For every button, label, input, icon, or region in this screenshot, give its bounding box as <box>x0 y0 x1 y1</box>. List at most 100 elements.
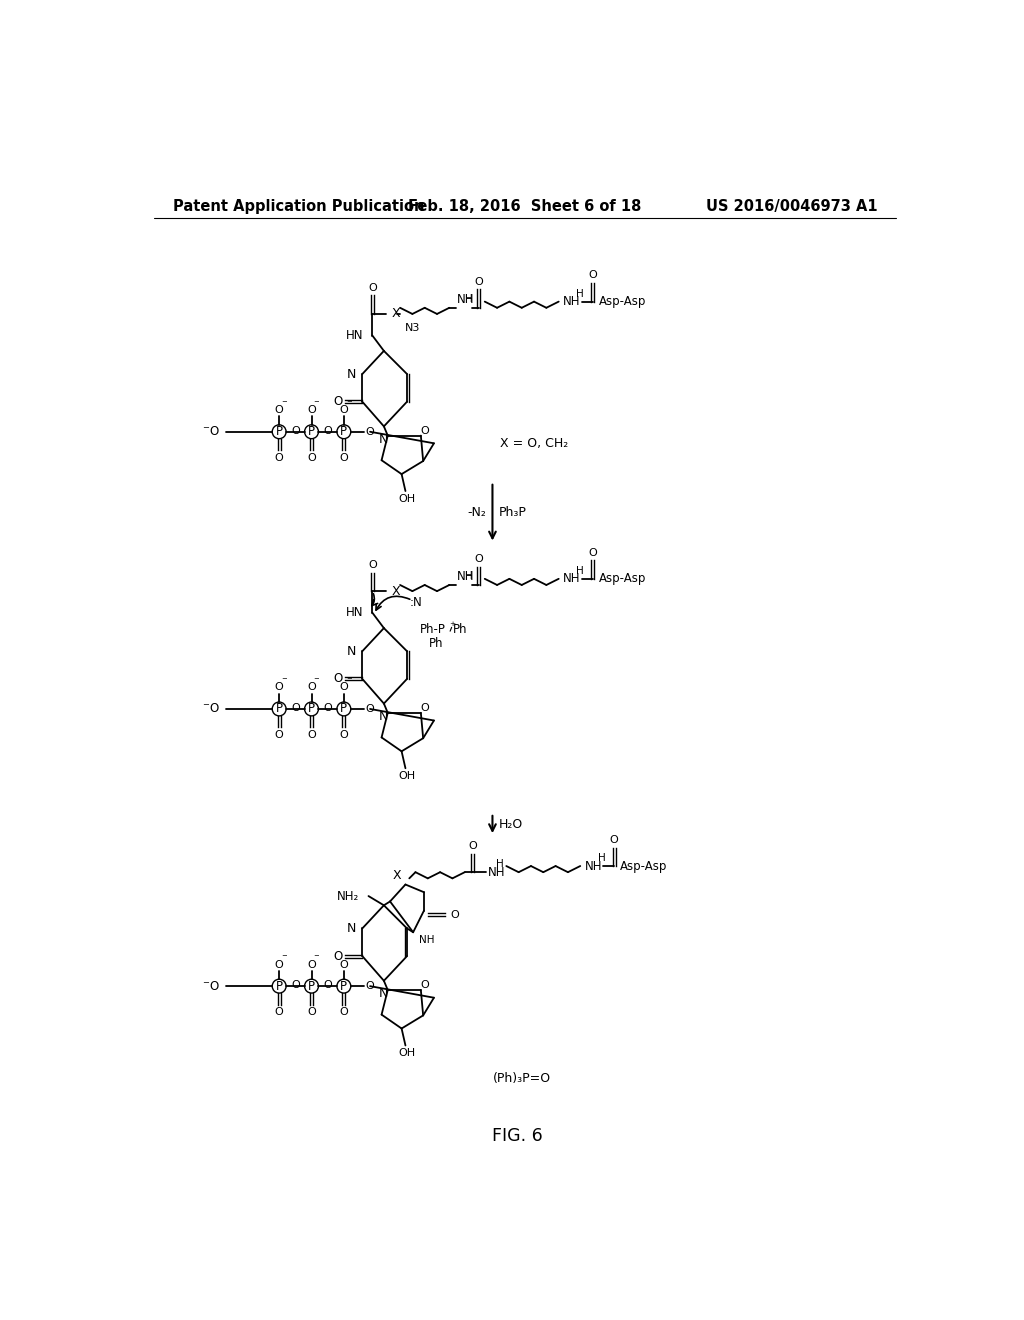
Text: O: O <box>340 960 348 970</box>
Text: O: O <box>274 960 284 970</box>
Text: O: O <box>588 271 597 280</box>
Text: P: P <box>308 979 315 993</box>
Text: O: O <box>366 981 375 991</box>
Text: Asp-Asp: Asp-Asp <box>599 296 646 308</box>
Text: $^{-}$: $^{-}$ <box>346 399 353 409</box>
Text: $^{-}$O: $^{-}$O <box>202 979 220 993</box>
Text: Ph: Ph <box>454 623 468 636</box>
Text: US 2016/0046973 A1: US 2016/0046973 A1 <box>706 198 878 214</box>
Text: O: O <box>468 841 477 851</box>
Text: O: O <box>420 426 429 436</box>
Text: NH: NH <box>457 293 474 306</box>
Text: O: O <box>333 949 342 962</box>
Text: O: O <box>474 277 483 286</box>
Text: NH: NH <box>457 570 474 583</box>
Text: O: O <box>324 981 332 990</box>
Text: O: O <box>451 909 459 920</box>
Text: H: H <box>497 859 504 870</box>
Text: O: O <box>340 1007 348 1018</box>
Text: H: H <box>466 293 473 304</box>
Text: N: N <box>347 367 356 380</box>
Text: N: N <box>379 710 388 723</box>
Text: $^{-}$: $^{-}$ <box>281 399 288 409</box>
Text: :N: :N <box>410 597 423 610</box>
Text: NH: NH <box>563 296 581 308</box>
Text: O: O <box>307 405 315 416</box>
Text: P: P <box>308 702 315 715</box>
Text: O: O <box>420 704 429 713</box>
Text: (Ph)₃P=O: (Ph)₃P=O <box>493 1072 551 1085</box>
Text: H: H <box>466 570 473 581</box>
Text: Ph₃P: Ph₃P <box>499 506 526 519</box>
Text: O: O <box>420 981 429 990</box>
Text: NH: NH <box>585 859 602 873</box>
Text: Asp-Asp: Asp-Asp <box>599 573 646 585</box>
Text: NH₂: NH₂ <box>337 890 359 903</box>
Text: O: O <box>474 554 483 564</box>
Text: P: P <box>275 979 283 993</box>
Text: N: N <box>379 433 388 446</box>
Text: O: O <box>366 426 375 437</box>
Text: O: O <box>307 682 315 693</box>
Text: O: O <box>609 834 618 845</box>
Text: FIG. 6: FIG. 6 <box>493 1127 543 1146</box>
Text: O: O <box>366 704 375 714</box>
Text: $^{-}$: $^{-}$ <box>313 399 321 409</box>
Text: O: O <box>274 453 284 463</box>
Text: X: X <box>393 869 401 882</box>
Text: O: O <box>340 405 348 416</box>
Text: $^{-}$: $^{-}$ <box>313 953 321 964</box>
Text: -N₂: -N₂ <box>467 506 486 519</box>
Text: $^{-}$O: $^{-}$O <box>202 702 220 715</box>
Text: NH: NH <box>563 573 581 585</box>
Text: H: H <box>577 566 584 576</box>
Text: O: O <box>324 704 332 713</box>
Text: O: O <box>291 981 300 990</box>
Text: OH: OH <box>398 494 416 504</box>
Text: $^{-}$: $^{-}$ <box>313 676 321 686</box>
Text: Feb. 18, 2016  Sheet 6 of 18: Feb. 18, 2016 Sheet 6 of 18 <box>409 198 641 214</box>
Text: O: O <box>368 560 377 570</box>
Text: O: O <box>274 405 284 416</box>
Text: O: O <box>333 395 342 408</box>
Text: P: P <box>308 425 315 438</box>
Text: OH: OH <box>398 1048 416 1059</box>
Text: NH: NH <box>419 935 435 945</box>
Text: O: O <box>291 704 300 713</box>
Text: O: O <box>324 426 332 436</box>
Text: O: O <box>307 960 315 970</box>
Text: H₂O: H₂O <box>499 818 523 832</box>
Text: O: O <box>333 672 342 685</box>
Text: HN: HN <box>346 329 364 342</box>
Text: Ph: Ph <box>429 638 443 649</box>
Text: $^{-}$O: $^{-}$O <box>202 425 220 438</box>
Text: N: N <box>347 921 356 935</box>
Text: O: O <box>274 682 284 693</box>
Text: HN: HN <box>346 606 364 619</box>
Text: X = O, CH₂: X = O, CH₂ <box>500 437 568 450</box>
Text: Ph-P: Ph-P <box>420 623 446 636</box>
Text: H: H <box>598 853 605 863</box>
Text: P: P <box>340 979 347 993</box>
Text: Patent Application Publication: Patent Application Publication <box>173 198 424 214</box>
Text: O: O <box>274 1007 284 1018</box>
Text: O: O <box>307 1007 315 1018</box>
Text: NH: NH <box>487 866 505 879</box>
Text: O: O <box>368 282 377 293</box>
Text: O: O <box>588 548 597 557</box>
Text: Asp-Asp: Asp-Asp <box>621 859 668 873</box>
Text: $^{+}$: $^{+}$ <box>449 620 456 631</box>
Text: $^{-}$: $^{-}$ <box>281 676 288 686</box>
Text: P: P <box>340 425 347 438</box>
Text: N: N <box>347 644 356 657</box>
Text: O: O <box>340 682 348 693</box>
Text: $^{-}$: $^{-}$ <box>281 953 288 964</box>
Text: O: O <box>307 730 315 741</box>
Text: X: X <box>391 308 400 321</box>
Text: $^{-}$: $^{-}$ <box>346 676 353 686</box>
Text: X: X <box>391 585 400 598</box>
Text: O: O <box>307 453 315 463</box>
Text: O: O <box>274 730 284 741</box>
Text: OH: OH <box>398 771 416 781</box>
Text: $^{-}$: $^{-}$ <box>346 953 353 964</box>
